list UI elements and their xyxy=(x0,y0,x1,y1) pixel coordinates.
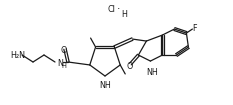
Text: N: N xyxy=(57,58,63,68)
Text: H₂N: H₂N xyxy=(10,51,25,60)
Text: Cl: Cl xyxy=(108,5,116,14)
Text: F: F xyxy=(192,24,197,33)
Text: H: H xyxy=(61,62,66,68)
Text: NH: NH xyxy=(99,81,111,90)
Text: O: O xyxy=(126,62,133,71)
Text: ·: · xyxy=(117,4,121,14)
Text: H: H xyxy=(121,9,127,18)
Text: NH: NH xyxy=(147,68,158,77)
Text: O: O xyxy=(61,45,67,54)
